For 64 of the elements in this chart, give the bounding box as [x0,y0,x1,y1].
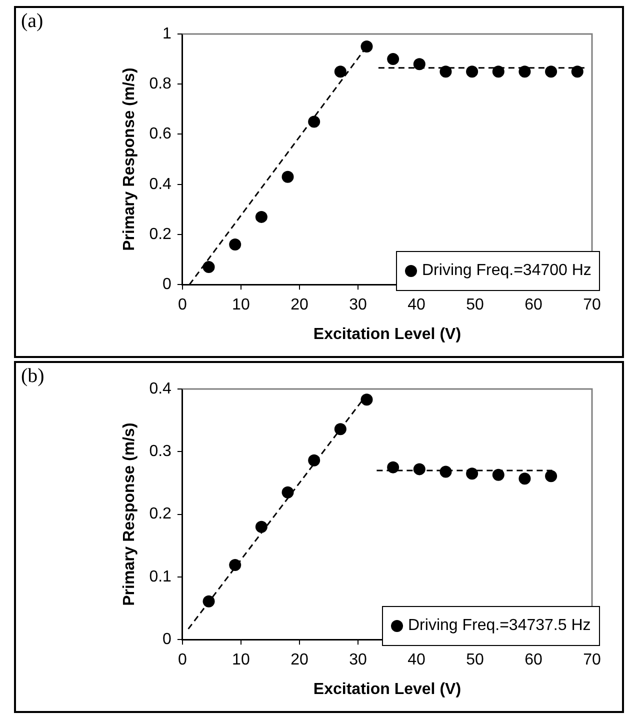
y-tick-label: 1 [162,25,172,42]
point [571,66,584,78]
x-axis-title: Excitation Level (V) [313,326,462,343]
point [518,472,531,485]
y-axis-title: Primary Response (m/s) [121,68,138,251]
x-tick-label: 10 [232,652,250,669]
point [492,66,504,78]
x-tick-label: 60 [524,296,542,314]
point [440,466,452,478]
y-tick-label: 0.2 [149,506,172,523]
point [387,461,400,474]
point [518,66,531,78]
x-axis-title: Excitation Level (V) [313,680,462,698]
point [466,468,478,480]
y-tick-label: 0 [162,631,172,648]
point [229,238,242,251]
y-tick-label: 0.2 [149,226,172,243]
y-tick-label: 0.4 [149,380,172,398]
x-tick-label: 30 [349,296,367,314]
x-tick-label: 0 [178,296,187,314]
point [413,58,426,70]
x-tick-label: 40 [408,296,426,314]
y-tick-label: 0.4 [149,176,172,193]
point [282,486,294,498]
point [202,261,215,274]
y-tick-label: 0.6 [149,126,172,143]
point [413,463,426,476]
x-tick-label: 0 [178,652,187,669]
point [334,423,346,436]
x-tick-label: 50 [466,296,484,314]
x-tick-label: 10 [232,296,250,314]
chart-title: (b) [21,365,44,388]
x-tick-label: 20 [290,296,308,314]
x-tick-label: 70 [583,652,601,669]
point [334,66,346,78]
point [545,470,558,482]
point [308,116,320,128]
x-tick-label: 40 [408,652,426,669]
x-tick-label: 30 [349,652,367,669]
point [255,520,268,533]
point [440,66,452,78]
point [387,53,400,66]
y-axis-title: Primary Response (m/s) [121,422,138,606]
x-tick-label: 50 [466,652,484,669]
point [545,66,558,78]
point [202,595,215,608]
point [466,66,478,78]
point [229,559,242,572]
y-tick-label: 0.3 [149,443,172,460]
x-tick-label: 60 [524,652,542,669]
y-tick-label: 0.8 [149,76,172,93]
point [360,394,373,406]
point [492,468,504,481]
point [255,210,268,223]
point [282,170,294,183]
legend-label: Driving Freq.=34737.5 Hz [408,616,591,635]
y-tick-label: 0 [162,276,172,294]
legend-label: Driving Freq.=34700 Hz [422,262,592,280]
point [360,40,373,53]
point [308,454,320,466]
y-tick-label: 0.1 [149,568,172,586]
x-tick-label: 70 [583,296,601,314]
x-tick-label: 20 [290,652,308,669]
chart-title: (a) [21,10,44,33]
